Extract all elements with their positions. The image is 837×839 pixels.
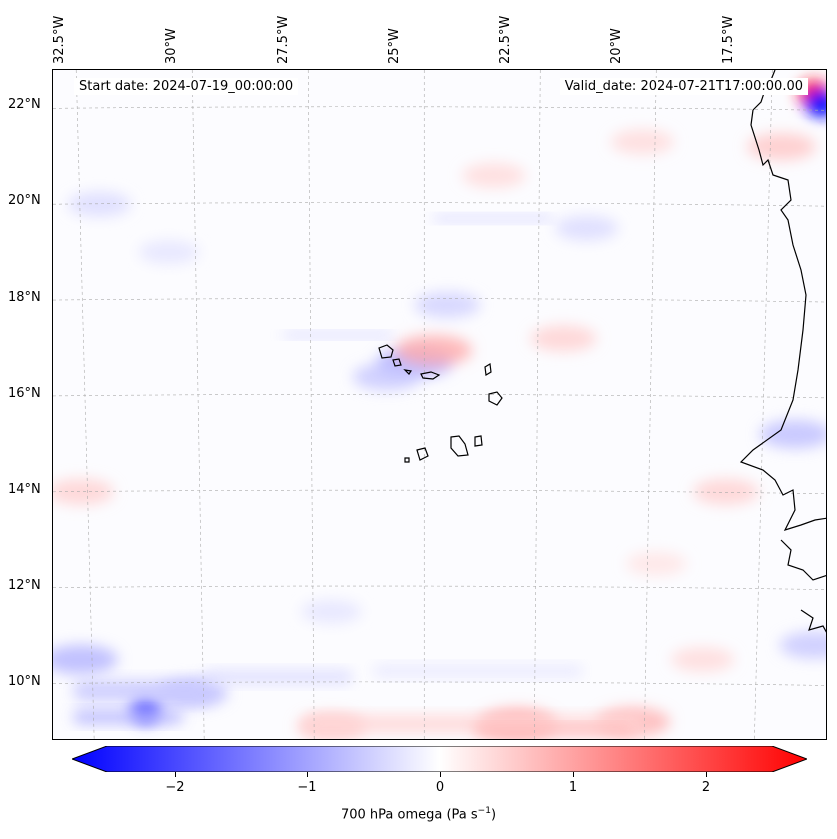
omega-band (373, 665, 583, 677)
colorbar-tick (307, 772, 308, 777)
parallel-gridline (53, 394, 826, 399)
colorbar-tick-label: 2 (701, 780, 711, 795)
omega-anomaly (352, 363, 422, 391)
omega-band (473, 725, 633, 735)
colorbar-tick (440, 772, 441, 777)
cape-verde-island (416, 447, 429, 461)
lat-label: 20°N (8, 193, 41, 208)
omega-anomaly (610, 129, 674, 155)
lon-label: 20°W (609, 28, 624, 64)
omega-field-map (53, 70, 826, 739)
omega-anomaly (759, 420, 826, 449)
omega-anomaly (626, 551, 687, 576)
lat-label: 22°N (8, 97, 41, 112)
omega-anomaly (53, 644, 119, 675)
parallel-gridline (53, 585, 826, 590)
omega-anomaly (747, 133, 816, 161)
omega-anomaly (138, 240, 200, 264)
cape-verde-island (488, 391, 503, 406)
colorbar-label: 700 hPa omega (Pa s−1) (340, 806, 497, 823)
meridian-gridline (644, 70, 657, 739)
omega-anomaly (462, 163, 526, 188)
parallel-gridline (53, 298, 826, 303)
lat-label: 14°N (8, 482, 41, 497)
meridian-gridline (754, 70, 773, 739)
meridian-gridline (191, 70, 205, 739)
lat-label: 10°N (8, 674, 41, 689)
omega-anomaly (530, 325, 597, 352)
lat-label: 12°N (8, 578, 41, 593)
map-plot-area: Start date: 2024-07-19_00:00:00 Valid_da… (52, 69, 827, 740)
omega-band (433, 215, 553, 222)
omega-anomaly (555, 215, 619, 241)
cape-verde-island (420, 371, 441, 380)
cape-verde-island (474, 435, 483, 447)
lon-label: 17.5°W (721, 15, 736, 64)
cape-verde-island (450, 435, 469, 457)
lat-label: 18°N (8, 290, 41, 305)
omega-anomaly (394, 334, 473, 366)
lon-label: 25°W (387, 28, 402, 64)
cape-verde-island (484, 363, 492, 376)
omega-anomaly (67, 191, 132, 217)
lat-label: 16°N (8, 386, 41, 401)
colorbar-tick (573, 772, 574, 777)
omega-band (73, 680, 213, 702)
cape-verde-island (403, 369, 413, 375)
meridian-gridline (75, 70, 95, 739)
omega-band (73, 710, 183, 724)
lon-label: 27.5°W (276, 15, 291, 64)
omega-band (203, 670, 353, 684)
parallel-gridline (53, 489, 826, 495)
omega-anomaly (301, 599, 362, 624)
lon-label: 30°W (164, 28, 179, 64)
lon-label: 22.5°W (498, 15, 513, 64)
valid-date-text: Valid_date: 2024-07-21T17:00:00.00 (559, 78, 808, 95)
omega-anomaly (692, 478, 759, 505)
colorbar-tick-label: −2 (165, 780, 185, 795)
parallel-gridline (53, 106, 826, 111)
parallel-gridline (53, 681, 826, 686)
lon-label: 32.5°W (52, 15, 67, 64)
start-date-text: Start date: 2024-07-19_00:00:00 (74, 78, 299, 95)
omega-anomaly (805, 89, 826, 118)
colorbar-tick-label: 0 (435, 780, 445, 795)
meridian-gridline (533, 70, 541, 739)
parallel-gridline (53, 202, 826, 207)
cape-verde-island (404, 457, 410, 463)
cape-verde-island (392, 358, 402, 367)
colorbar-tick (175, 772, 176, 777)
meridian-gridline (307, 70, 315, 739)
colorbar (70, 745, 809, 773)
colorbar-ramp (70, 745, 809, 773)
colorbar-tick (706, 772, 707, 777)
colorbar-tick-label: −1 (297, 780, 317, 795)
cape-verde-island (378, 344, 394, 359)
omega-anomaly (779, 631, 826, 659)
omega-band (283, 332, 393, 338)
colorbar-tick-label: 1 (568, 780, 578, 795)
omega-anomaly (671, 647, 735, 672)
